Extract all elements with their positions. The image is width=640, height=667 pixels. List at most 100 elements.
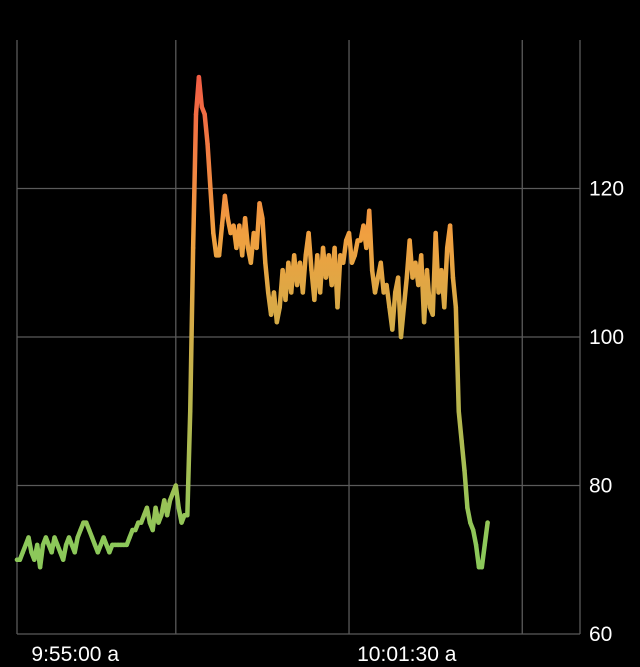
- data-point: [375, 275, 381, 280]
- data-point: [390, 327, 395, 332]
- data-point: [413, 260, 418, 265]
- data-point: [416, 282, 421, 288]
- data-point: [20, 550, 25, 555]
- x-tick-label: 10:01:30 a: [357, 643, 457, 666]
- data-point: [188, 409, 193, 414]
- axis-tick-labels: 120 100 80 60 9:55:00 a 10:01:30 a: [31, 178, 624, 667]
- grid: [16, 40, 581, 635]
- data-point: [349, 260, 355, 265]
- data-point: [49, 550, 54, 555]
- data-point: [124, 542, 129, 548]
- data-point: [75, 535, 80, 540]
- data-point: [291, 253, 297, 258]
- data-point: [369, 267, 375, 273]
- data-point: [170, 490, 176, 496]
- data-point: [185, 513, 190, 518]
- data-point: [176, 505, 181, 510]
- data-point: [133, 527, 138, 533]
- data-point: [55, 542, 60, 548]
- data-point: [43, 535, 49, 540]
- data-point: [300, 290, 306, 295]
- data-point: [254, 245, 259, 251]
- data-point: [482, 542, 487, 548]
- data-point: [338, 253, 343, 258]
- data-point: [320, 245, 326, 251]
- data-point: [404, 275, 409, 280]
- data-point: [52, 535, 57, 540]
- data-point: [421, 319, 427, 325]
- data-point: [17, 557, 23, 562]
- data-point: [453, 305, 459, 310]
- data-point: [395, 275, 401, 280]
- data-point: [237, 223, 242, 228]
- data-point: [240, 253, 245, 258]
- data-point: [442, 305, 447, 310]
- data-point: [138, 520, 144, 525]
- data-point: [164, 513, 170, 518]
- data-point: [60, 557, 66, 562]
- data-point: [245, 245, 251, 251]
- data-point: [424, 267, 430, 273]
- data-point: [312, 297, 317, 303]
- data-point: [309, 267, 314, 273]
- data-point: [260, 216, 265, 221]
- data-point: [231, 223, 236, 228]
- data-point: [222, 193, 228, 199]
- data-point: [251, 230, 256, 236]
- data-point: [358, 238, 363, 243]
- data-point: [450, 275, 456, 280]
- y-tick-label: 100: [589, 326, 624, 349]
- data-point: [289, 290, 294, 295]
- data-point: [147, 520, 153, 525]
- data-point: [173, 483, 178, 488]
- data-point: [141, 513, 147, 518]
- data-point: [361, 223, 366, 228]
- data-point: [193, 112, 199, 117]
- data-point: [479, 564, 485, 570]
- data-point: [69, 542, 75, 548]
- data-point: [78, 527, 83, 533]
- data-point: [297, 260, 303, 265]
- data-point: [341, 260, 346, 265]
- series-layer: [14, 74, 490, 570]
- data-point: [66, 535, 72, 540]
- data-point: [447, 223, 453, 228]
- data-point: [381, 290, 386, 295]
- data-point: [398, 334, 404, 340]
- data-point: [35, 542, 40, 548]
- series-points: [14, 74, 490, 570]
- data-point: [372, 290, 378, 295]
- data-point: [46, 542, 51, 548]
- data-point: [159, 513, 164, 518]
- data-point: [92, 542, 98, 548]
- data-point: [332, 245, 337, 251]
- data-point: [225, 216, 230, 221]
- data-point: [335, 305, 340, 310]
- data-point: [439, 267, 444, 273]
- data-point: [205, 141, 210, 147]
- y-tick-label: 60: [589, 623, 612, 646]
- data-point: [219, 223, 225, 228]
- data-point: [208, 186, 213, 191]
- data-point: [317, 290, 323, 295]
- data-point: [234, 245, 239, 251]
- heart-rate-series-line: [14, 74, 490, 570]
- data-point: [430, 312, 435, 317]
- data-point: [153, 505, 158, 510]
- data-point: [274, 319, 280, 325]
- data-point: [29, 550, 34, 555]
- data-point: [63, 542, 69, 548]
- data-point: [459, 438, 464, 444]
- data-point: [263, 260, 268, 265]
- data-point: [367, 208, 372, 213]
- data-point: [127, 535, 132, 540]
- data-point: [98, 542, 103, 548]
- data-point: [190, 245, 196, 251]
- data-point: [150, 527, 155, 533]
- data-point: [257, 201, 262, 206]
- data-point: [436, 290, 441, 295]
- data-point: [393, 290, 398, 295]
- data-point: [144, 505, 150, 510]
- x-tick-label: 9:55:00 a: [31, 643, 119, 666]
